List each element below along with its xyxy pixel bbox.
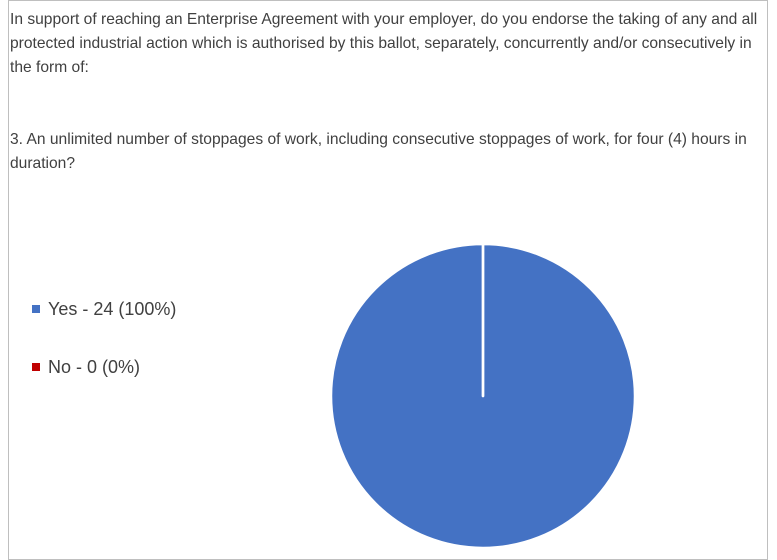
- legend-swatch: [32, 305, 40, 313]
- page: {"chart_data": {"type": "pie", "title": …: [8, 0, 768, 560]
- chart-title: In support of reaching an Enterprise Agr…: [10, 11, 758, 76]
- legend-label: No - 0 (0%): [48, 357, 140, 377]
- chart-subtitle: 3. An unlimited number of stoppages of w…: [10, 131, 747, 172]
- chart: Yes - 24 (100%) No - 0 (0%): [32, 242, 637, 548]
- legend-label: Yes - 24 (100%): [48, 299, 176, 319]
- legend-swatch: [32, 363, 40, 371]
